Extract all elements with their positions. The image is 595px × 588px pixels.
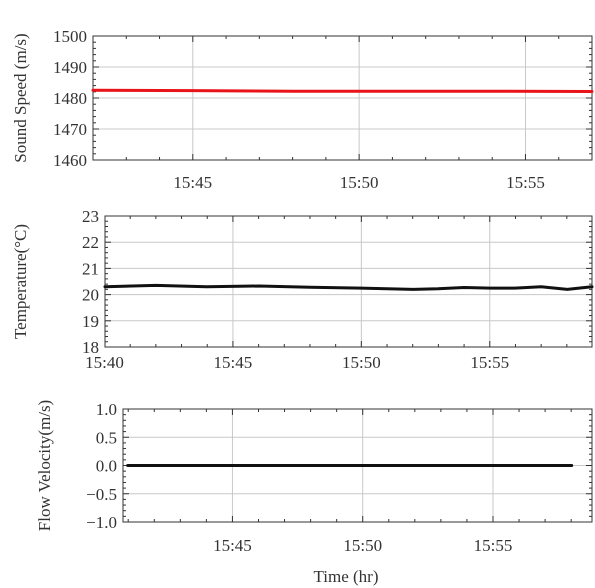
x-tick-label: 15:45 bbox=[214, 353, 253, 372]
x-tick-label: 15:55 bbox=[506, 173, 545, 192]
x-tick-label: 15:45 bbox=[213, 536, 252, 555]
x-tick-label: 15:40 bbox=[85, 353, 124, 372]
x-tick-label: 15:50 bbox=[342, 353, 381, 372]
chart-panel-2: 15:40 15:45 15:50 15:55 18 19 20 21 22 23 Temperat… bbox=[11, 207, 594, 372]
y-tick-label: 21 bbox=[82, 259, 99, 278]
y-tick-label: 22 bbox=[82, 233, 99, 252]
y-tick-label: 20 bbox=[82, 286, 99, 305]
x-tick-label: 15:50 bbox=[343, 536, 382, 555]
y-tick-label: 0.0 bbox=[96, 457, 117, 476]
y-tick-label: 23 bbox=[82, 207, 99, 226]
y-tick-label: 1490 bbox=[53, 58, 87, 77]
chart-panel-3: 15:45 15:50 15:55 −1.0 −0.5 0.0 0.5 1.0 Flow Vel… bbox=[35, 400, 593, 555]
x-axis-label: Time (hr) bbox=[313, 567, 378, 586]
series-line bbox=[91, 88, 594, 93]
y-tick-label: 19 bbox=[82, 312, 99, 331]
y-tick-label: −1.0 bbox=[86, 513, 117, 532]
chart-panel-1: 15:45 15:50 15:55 1460 1470 1480 1490 1500 Sound… bbox=[11, 27, 594, 192]
y-tick-label: 18 bbox=[82, 338, 99, 357]
x-tick-label: 15:50 bbox=[340, 173, 379, 192]
y-tick-label: 1460 bbox=[53, 151, 87, 170]
y-axis-label: Sound Speed (m/s) bbox=[11, 33, 30, 162]
y-tick-label: 0.5 bbox=[96, 428, 117, 447]
y-tick-label: −0.5 bbox=[86, 485, 117, 504]
y-tick-label: 1470 bbox=[53, 120, 87, 139]
y-tick-label: 1480 bbox=[53, 89, 87, 108]
series-line bbox=[103, 283, 594, 291]
x-tick-label: 15:45 bbox=[173, 173, 212, 192]
x-tick-label: 15:55 bbox=[470, 353, 509, 372]
x-tick-label: 15:55 bbox=[474, 536, 513, 555]
y-axis-label: Temperature(°C) bbox=[11, 224, 30, 339]
y-axis-label: Flow Velocity(m/s) bbox=[35, 400, 54, 531]
y-tick-label: 1.0 bbox=[96, 400, 117, 419]
y-tick-label: 1500 bbox=[53, 27, 87, 46]
plot-frame bbox=[104, 215, 593, 348]
